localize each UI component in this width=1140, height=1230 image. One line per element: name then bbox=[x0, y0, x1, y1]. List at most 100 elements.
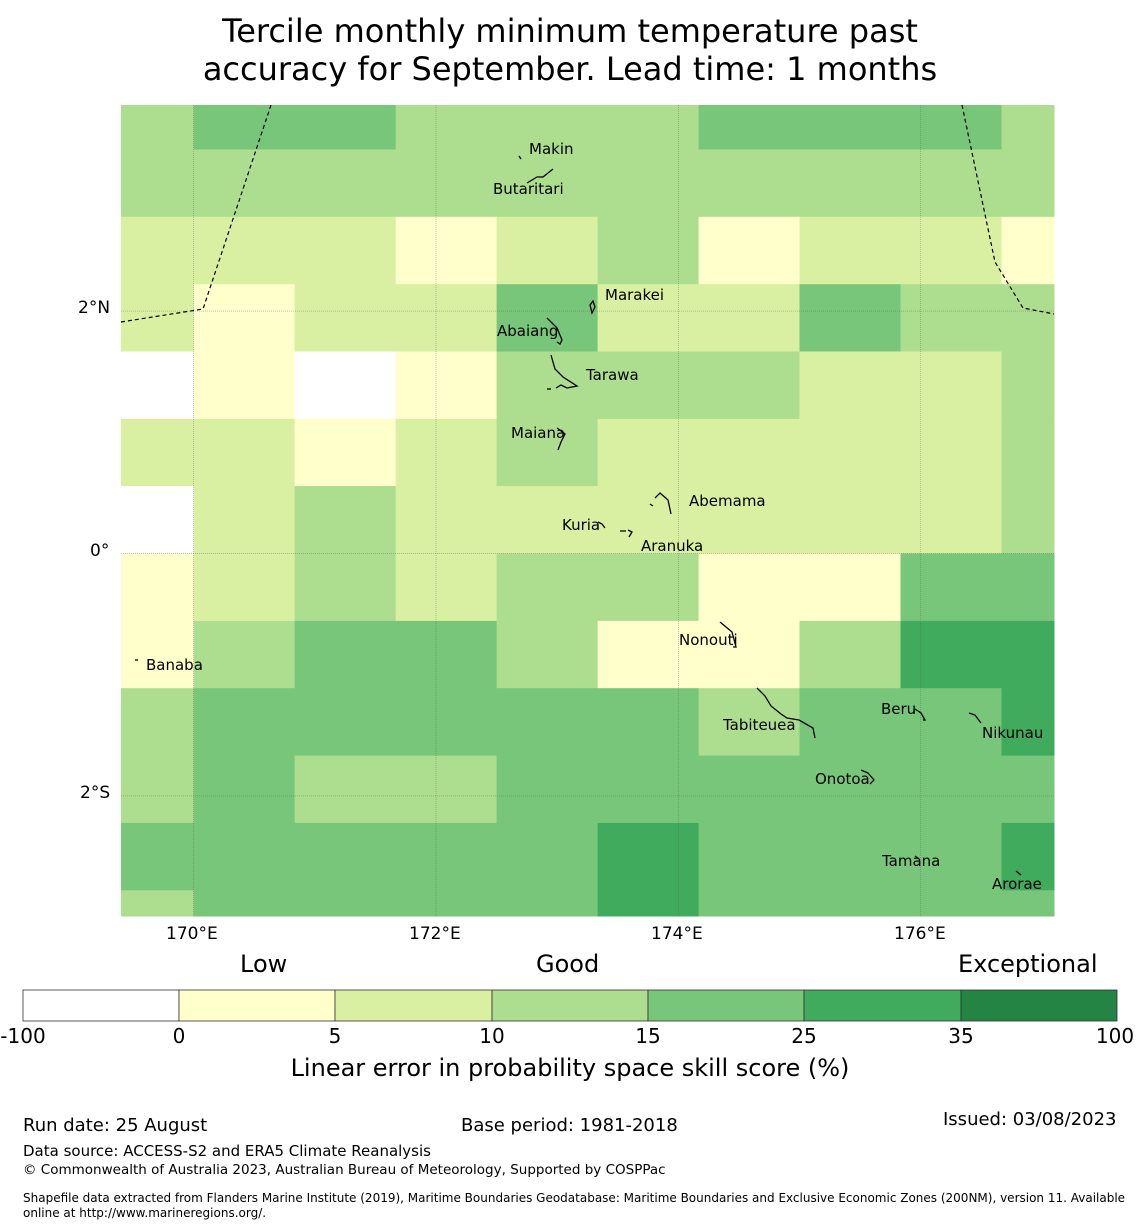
island-label-arorae: Arorae bbox=[992, 875, 1042, 893]
data-source: Data source: ACCESS-S2 and ERA5 Climate … bbox=[23, 1142, 431, 1160]
island-label-nikunau: Nikunau bbox=[982, 724, 1044, 742]
skill-grid-cells bbox=[121, 105, 1055, 917]
map-title: Tercile monthly minimum temperature past… bbox=[0, 12, 1140, 88]
skill-cell bbox=[698, 351, 800, 420]
skill-cell bbox=[1001, 149, 1055, 218]
marakei-coastline bbox=[589, 299, 596, 315]
lon-tick-174e: 174°E bbox=[651, 924, 703, 944]
skill-cell bbox=[1001, 351, 1055, 420]
colorbar-tick: 10 bbox=[479, 1024, 505, 1048]
colorbar-tick: 100 bbox=[1095, 1024, 1135, 1048]
title-line-1: Tercile monthly minimum temperature past bbox=[222, 12, 918, 50]
skill-cell bbox=[698, 216, 800, 285]
colorbar-swatch bbox=[334, 989, 493, 1022]
colorbar-swatch bbox=[803, 989, 962, 1022]
skill-cell bbox=[294, 822, 397, 891]
colorbar-swatch bbox=[491, 989, 649, 1022]
skill-cell bbox=[121, 105, 195, 150]
skill-cell bbox=[900, 486, 1003, 554]
skill-cell bbox=[698, 418, 800, 487]
skill-cell bbox=[900, 822, 1003, 891]
skill-cell bbox=[395, 620, 498, 689]
eez-boundary-west bbox=[120, 104, 272, 323]
skill-cell bbox=[193, 822, 296, 891]
skill-cell bbox=[698, 688, 800, 757]
abemama-islet-coastline bbox=[649, 503, 654, 507]
skill-cell bbox=[597, 216, 700, 285]
skill-cell bbox=[799, 553, 901, 622]
skill-cell bbox=[698, 486, 800, 554]
island-label-aranuka: Aranuka bbox=[641, 537, 704, 555]
skill-cell bbox=[900, 105, 1003, 150]
skill-cell bbox=[496, 351, 598, 420]
skill-cell bbox=[294, 890, 397, 917]
skill-cell bbox=[121, 755, 195, 824]
legend-category-exceptional: Exceptional bbox=[958, 950, 1098, 978]
skill-cell bbox=[597, 418, 700, 487]
skill-cell bbox=[597, 620, 700, 689]
skill-cell bbox=[121, 688, 195, 757]
colorbar-title: Linear error in probability space skill … bbox=[290, 1054, 850, 1082]
skill-cell bbox=[900, 149, 1003, 218]
island-label-nonouti: Nonouti bbox=[679, 631, 738, 649]
island-label-abemama: Abemama bbox=[689, 492, 766, 510]
island-coastlines bbox=[135, 155, 1022, 876]
colorbar-tick: -100 bbox=[0, 1024, 46, 1048]
skill-cell bbox=[597, 688, 700, 757]
colorbar-tick: 5 bbox=[328, 1024, 342, 1048]
skill-cell bbox=[193, 890, 296, 917]
skill-cell bbox=[799, 822, 901, 891]
island-label-butaritari: Butaritari bbox=[493, 180, 564, 198]
island-label-kuria: Kuria bbox=[562, 516, 601, 534]
skill-cell bbox=[121, 284, 195, 352]
issued-date: Issued: 03/08/2023 bbox=[943, 1109, 1117, 1130]
island-label-onotoa: Onotoa bbox=[815, 770, 870, 788]
skill-cell bbox=[294, 486, 397, 554]
colorbar-tick: 35 bbox=[948, 1024, 974, 1048]
skill-cell bbox=[900, 284, 1003, 352]
skill-cell bbox=[193, 620, 296, 689]
skill-cell bbox=[799, 284, 901, 352]
lat-tick-2n: 2°N bbox=[78, 298, 111, 318]
skill-cell bbox=[395, 105, 498, 150]
skill-cell bbox=[395, 216, 498, 285]
onotoa-coastline bbox=[860, 769, 875, 785]
skill-cell bbox=[193, 216, 296, 285]
skill-cell bbox=[1001, 284, 1055, 352]
butaritari-coastline bbox=[526, 168, 554, 184]
skill-cell bbox=[900, 755, 1003, 824]
maiana-coastline bbox=[556, 427, 566, 451]
island-label-tamana: Tamana bbox=[882, 852, 941, 870]
skill-cell bbox=[395, 755, 498, 824]
skill-cell bbox=[294, 620, 397, 689]
skill-cell bbox=[698, 149, 800, 218]
skill-cell bbox=[597, 284, 700, 352]
skill-cell bbox=[496, 620, 598, 689]
skill-cell bbox=[193, 688, 296, 757]
skill-cell bbox=[496, 216, 598, 285]
skill-cell bbox=[799, 755, 901, 824]
skill-cell bbox=[193, 284, 296, 352]
skill-cell bbox=[597, 553, 700, 622]
nikunau-coastline bbox=[968, 712, 982, 724]
skill-cell bbox=[597, 149, 700, 218]
skill-cell bbox=[799, 688, 901, 757]
graticule-lines bbox=[121, 105, 1054, 916]
skill-cell bbox=[395, 284, 498, 352]
island-label-tabiteuea: Tabiteuea bbox=[723, 716, 796, 734]
skill-cell bbox=[193, 418, 296, 487]
arorae-coastline bbox=[1015, 870, 1022, 876]
skill-cell bbox=[698, 755, 800, 824]
abaiang-coastline bbox=[546, 317, 563, 345]
skill-cell bbox=[698, 284, 800, 352]
island-label-maiana: Maiana bbox=[511, 424, 566, 442]
skill-cell bbox=[1001, 553, 1055, 622]
tamana-coastline bbox=[914, 855, 920, 860]
skill-cell bbox=[294, 284, 397, 352]
colorbar-swatch bbox=[178, 989, 336, 1022]
colorbar-swatch bbox=[22, 989, 180, 1022]
title-line-2: accuracy for September. Lead time: 1 mon… bbox=[202, 50, 938, 88]
skill-cell bbox=[496, 418, 598, 487]
skill-cell bbox=[698, 553, 800, 622]
skill-cell bbox=[900, 553, 1003, 622]
